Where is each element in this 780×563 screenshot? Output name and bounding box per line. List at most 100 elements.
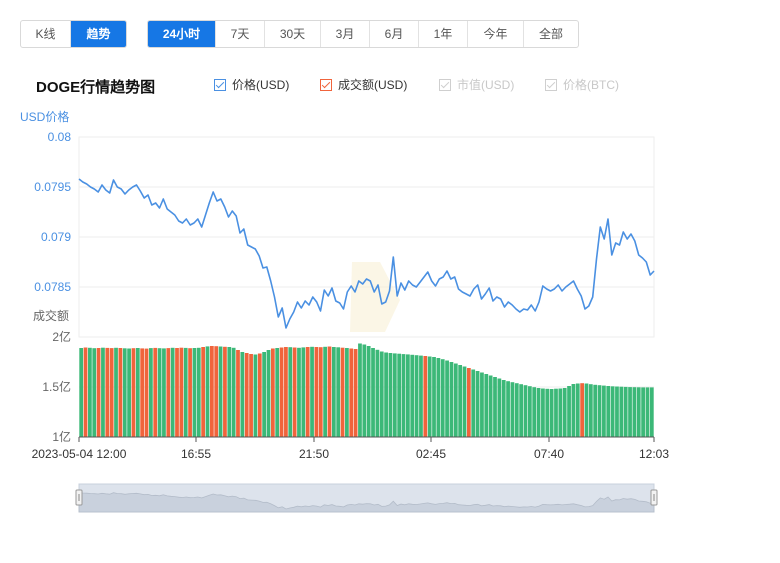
volume-bar: [327, 346, 332, 437]
x-tick-label: 02:45: [416, 447, 446, 461]
range-tab-24h[interactable]: 24小时: [148, 21, 216, 47]
volume-bar: [371, 348, 375, 437]
volume-bar: [227, 347, 232, 437]
kline-tab[interactable]: K线: [21, 21, 71, 47]
volume-bar: [345, 348, 349, 437]
range-tab-7d[interactable]: 7天: [216, 21, 265, 47]
volume-bar: [466, 368, 471, 437]
volume-bar: [541, 388, 545, 437]
range-tab-30d[interactable]: 30天: [265, 21, 321, 47]
volume-bar: [279, 347, 284, 437]
volume-bar: [628, 387, 632, 437]
volume-bar: [406, 354, 410, 437]
volume-tick-label: 1亿: [52, 429, 71, 444]
volume-bar: [519, 384, 524, 437]
legend-label: 市值(USD): [457, 78, 515, 92]
volume-bar: [305, 347, 310, 437]
volume-bar: [196, 347, 201, 437]
volume-bar: [249, 354, 253, 437]
volume-bar: [96, 348, 101, 437]
legend-price-usd[interactable]: 价格(USD): [214, 76, 289, 93]
volume-bar: [92, 348, 97, 437]
volume-bar: [475, 371, 480, 437]
volume-bar: [606, 386, 611, 437]
volume-bar: [575, 383, 580, 437]
volume-bar: [292, 347, 297, 437]
volume-bar: [458, 365, 463, 437]
range-tab-ytd[interactable]: 今年: [468, 21, 524, 47]
volume-bar: [101, 347, 105, 437]
checkbox-icon: [545, 78, 557, 91]
volume-bar: [157, 348, 162, 437]
volume-bar: [323, 346, 327, 437]
range-tab-3m[interactable]: 3月: [321, 21, 370, 47]
volume-bar: [166, 348, 171, 437]
volume-bar: [584, 383, 589, 437]
volume-bar: [83, 347, 88, 437]
volume-bar: [114, 347, 118, 437]
volume-bar: [284, 347, 288, 437]
volume-bar: [401, 354, 406, 437]
volume-bar: [170, 347, 175, 437]
x-tick-label: 16:55: [181, 447, 211, 461]
range-tab-all[interactable]: 全部: [538, 27, 563, 41]
price-tick-label: 0.0795: [34, 180, 71, 194]
volume-bar: [375, 349, 380, 437]
volume-bar: [144, 348, 149, 437]
range-tab-1y[interactable]: 1年: [419, 21, 468, 47]
volume-bar: [453, 363, 458, 437]
volume-bar: [297, 347, 301, 437]
volume-bar: [223, 346, 227, 437]
volume-bar: [209, 346, 214, 437]
volume-bar: [488, 375, 493, 437]
volume-bar: [506, 381, 510, 437]
volume-bar: [619, 386, 624, 437]
volume-bar: [545, 388, 550, 437]
volume-bar: [214, 346, 219, 437]
legend-price-btc[interactable]: 价格(BTC): [545, 76, 619, 93]
volume-bar: [122, 348, 127, 437]
volume-bar: [275, 348, 280, 437]
legend-volume-usd[interactable]: 成交额(USD): [320, 76, 407, 93]
range-tab-6m[interactable]: 6月: [370, 21, 419, 47]
chart-title: DOGE行情趋势图: [36, 79, 156, 96]
volume-bar: [266, 350, 271, 437]
volume-tick-label: 2亿: [52, 329, 71, 344]
volume-bar: [445, 360, 449, 437]
price-axis-title: USD价格: [20, 110, 70, 124]
volume-bar: [610, 386, 615, 437]
volume-bar: [388, 353, 393, 437]
volume-bar: [419, 355, 423, 437]
volume-bar: [236, 350, 240, 437]
volume-bar: [593, 384, 598, 437]
legend-marketcap-usd[interactable]: 市值(USD): [439, 76, 514, 93]
x-tick-label: 2023-05-04 12:00: [32, 447, 127, 461]
legend-label: 价格(USD): [232, 78, 290, 92]
volume-bar: [318, 347, 323, 437]
volume-bar: [532, 387, 537, 437]
volume-bar: [484, 374, 489, 437]
volume-bar: [514, 383, 519, 437]
price-tick-label: 0.079: [41, 230, 71, 244]
volume-bar: [340, 347, 345, 437]
trend-tab[interactable]: 趋势: [71, 21, 126, 47]
volume-bar: [127, 348, 131, 437]
volume-bar: [135, 348, 140, 437]
volume-bar: [397, 353, 402, 437]
price-tick-label: 0.08: [48, 130, 72, 144]
volume-bar: [414, 355, 419, 437]
volume-bar: [231, 347, 236, 437]
x-tick-label: 07:40: [534, 447, 564, 461]
volume-bar: [262, 352, 267, 437]
volume-bar: [79, 348, 84, 437]
volume-bar: [602, 385, 606, 437]
volume-bar: [109, 348, 114, 437]
volume-bar: [641, 387, 645, 437]
volume-bar: [645, 387, 650, 437]
x-tick-label: 21:50: [299, 447, 329, 461]
volume-bar: [501, 380, 506, 437]
legend-label: 价格(BTC): [563, 78, 619, 92]
volume-axis-title: 成交额: [33, 309, 70, 323]
volume-bar: [379, 351, 384, 437]
